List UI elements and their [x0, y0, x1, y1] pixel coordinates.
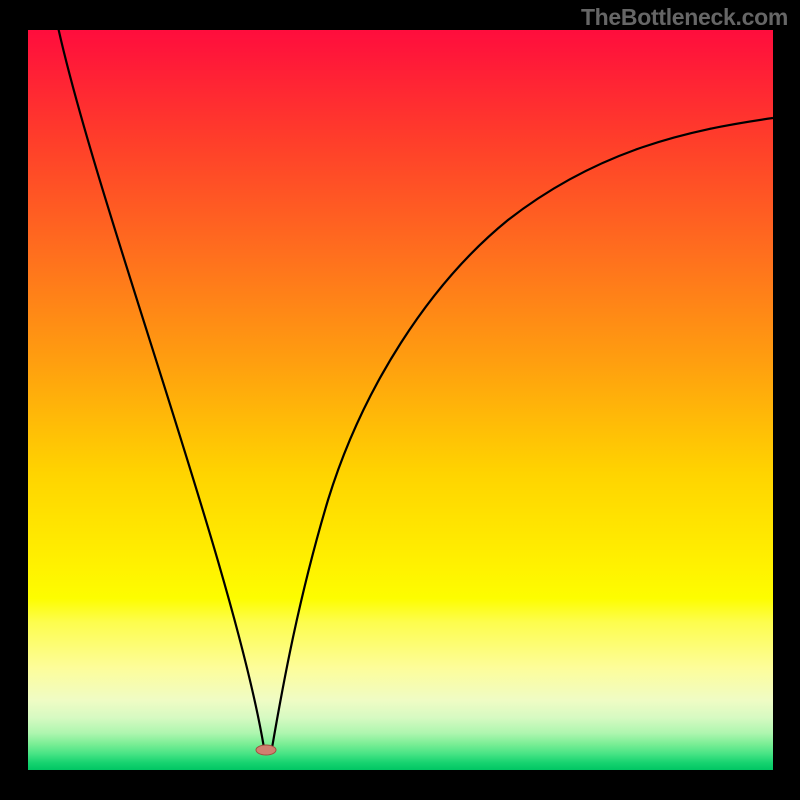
minimum-marker — [256, 745, 276, 755]
chart-container: TheBottleneck.com — [0, 0, 800, 800]
chart-svg — [28, 30, 773, 770]
watermark-text: TheBottleneck.com — [581, 4, 788, 31]
plot-area — [28, 30, 773, 770]
